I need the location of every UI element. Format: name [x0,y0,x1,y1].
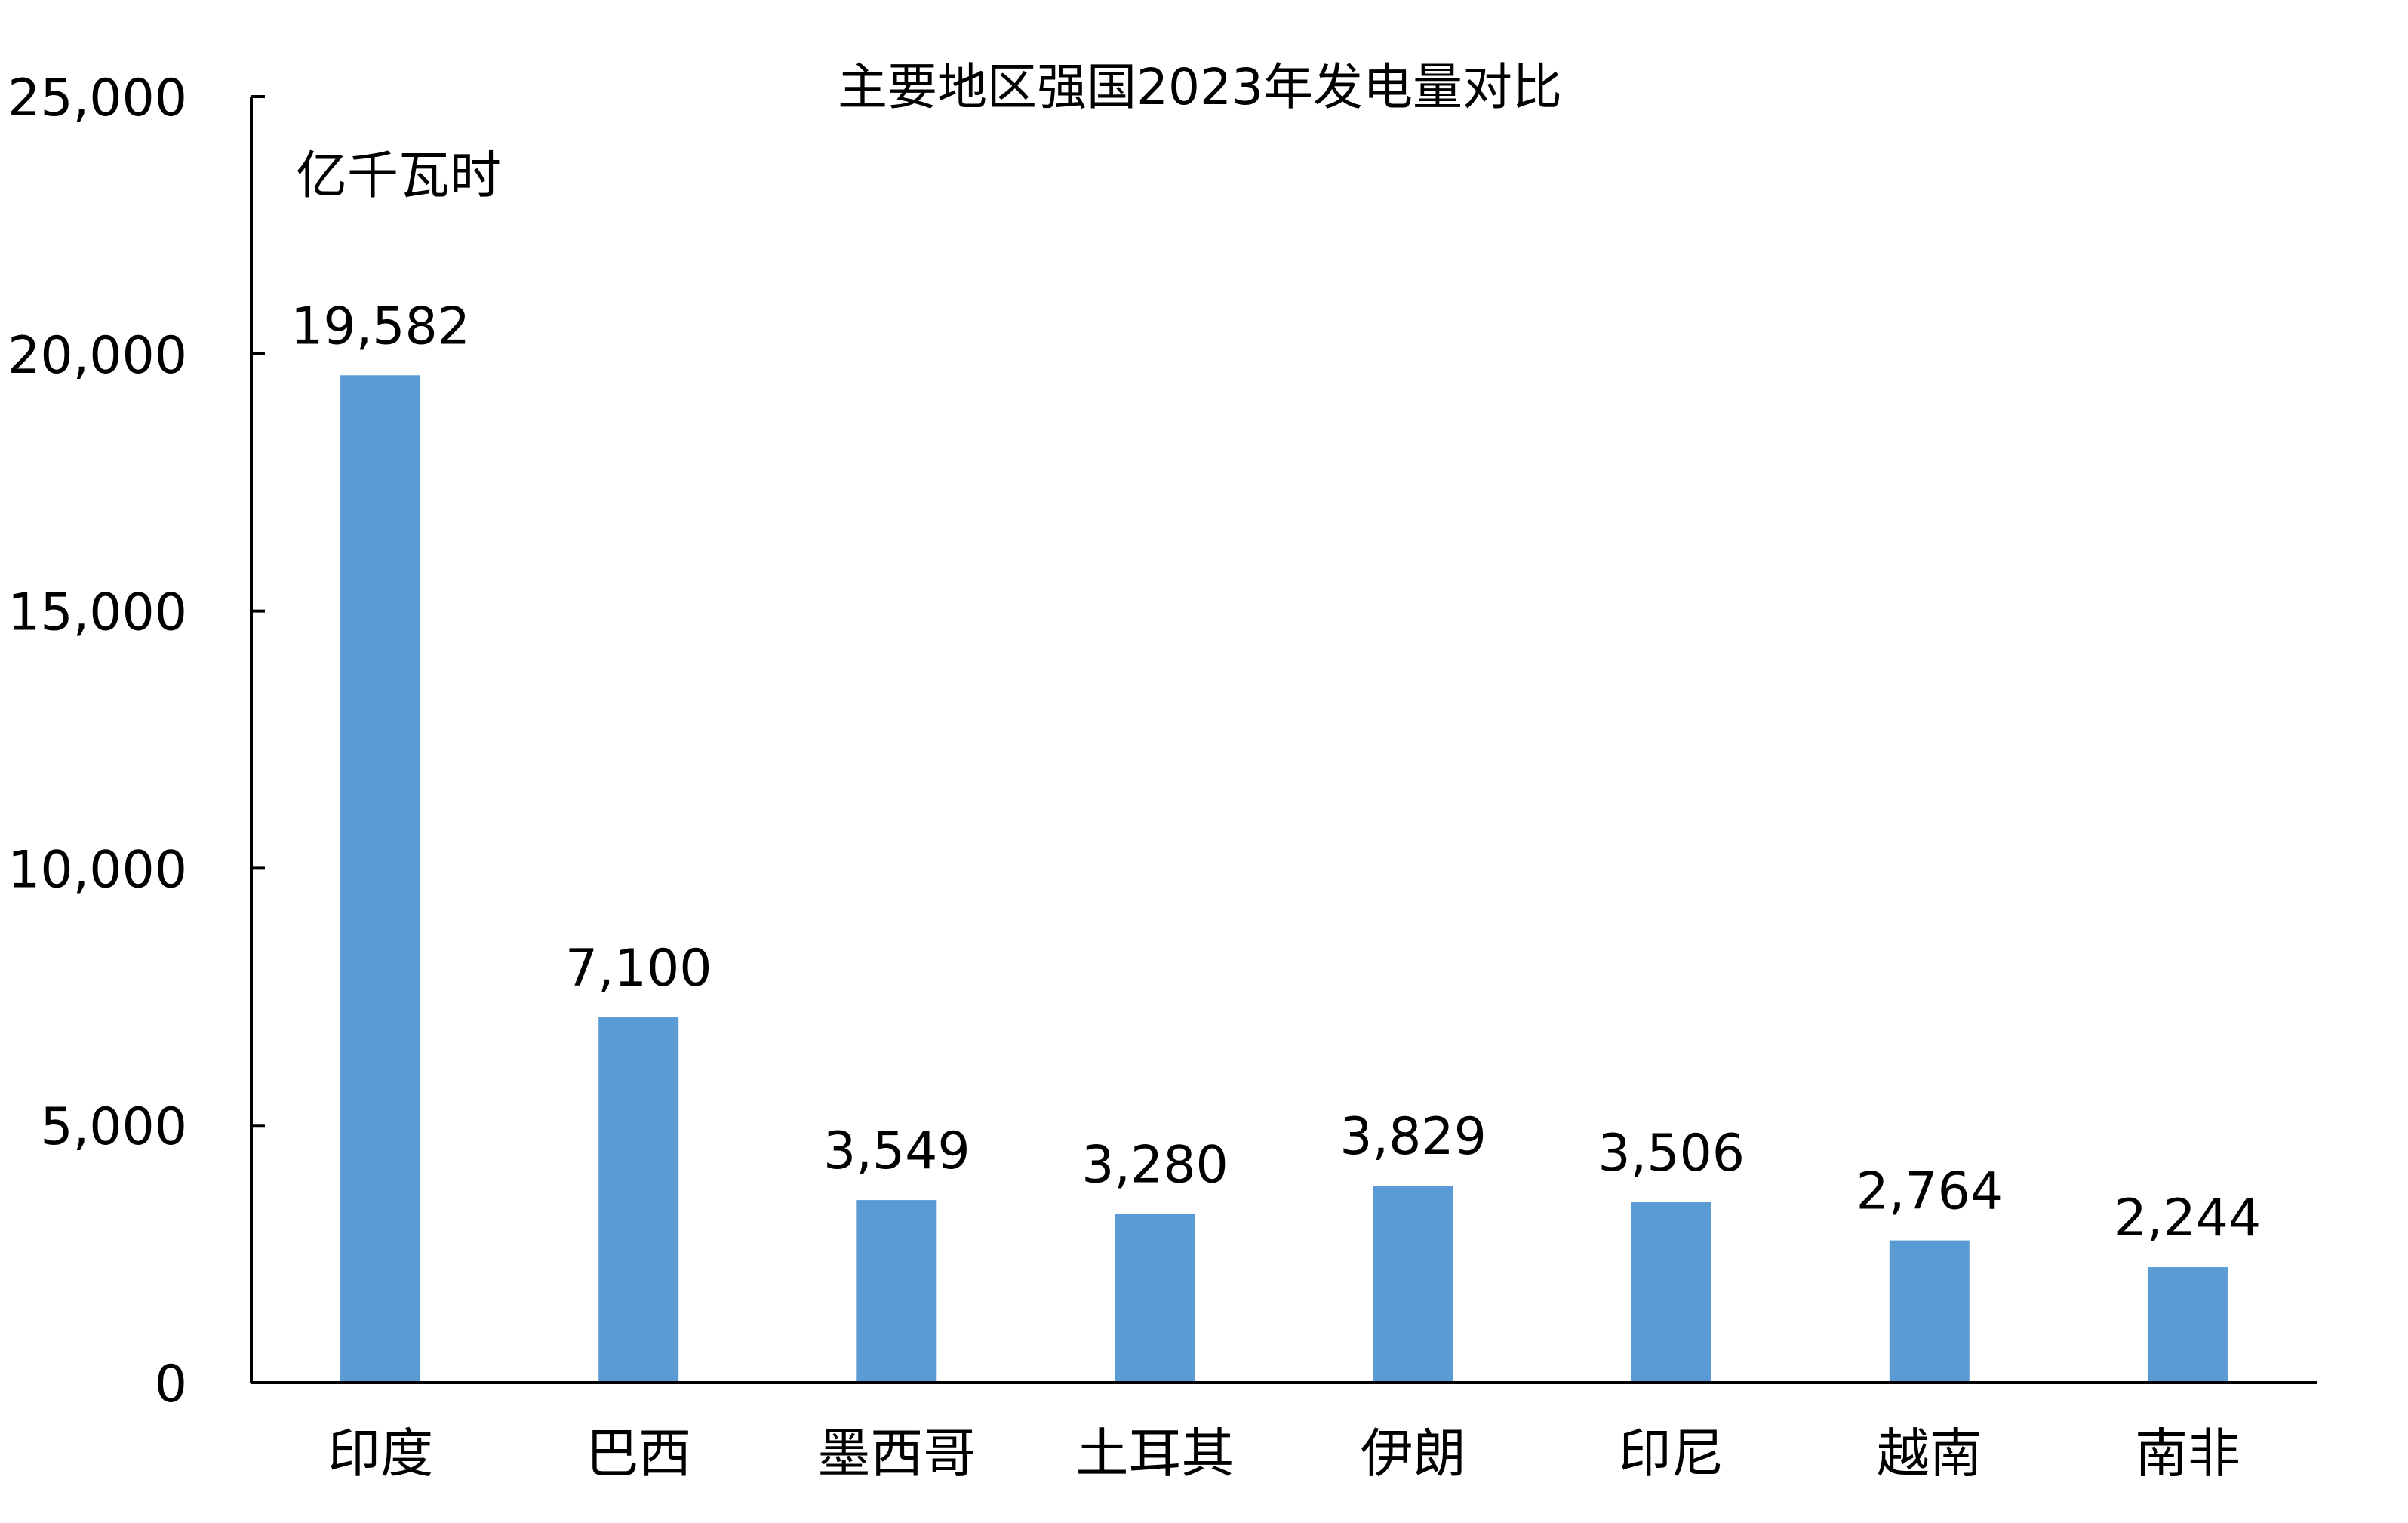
y-tick-label: 20,000 [8,326,187,386]
data-label: 3,506 [1598,1124,1745,1183]
bar [1889,1240,1970,1383]
x-tick-label: 巴西 [586,1423,691,1485]
y-tick-label: 5,000 [40,1097,187,1157]
bar [340,375,421,1383]
bar [598,1017,679,1383]
y-tick-label: 15,000 [8,583,187,643]
x-axis: 印度 巴西 墨西哥 土耳其 伊朗 印尼 越南 南非 [251,1381,2317,1485]
x-tick-label: 印度 [328,1423,433,1485]
x-tick-label: 越南 [1877,1423,1982,1485]
bar [1631,1202,1711,1383]
data-label: 19,582 [291,297,470,356]
x-tick-label: 墨西哥 [817,1423,976,1485]
data-label: 7,100 [565,939,712,998]
data-label: 3,280 [1081,1135,1229,1195]
x-tick-label: 南非 [2135,1423,2240,1485]
bar [2147,1267,2228,1383]
unit-label: 亿千瓦时 [296,146,501,206]
bars [340,375,2228,1383]
y-tick-label: 10,000 [8,840,187,900]
y-tick-label: 0 [155,1355,187,1414]
x-tick-label: 伊朗 [1361,1423,1466,1485]
x-tick-label: 印尼 [1619,1423,1724,1485]
x-tick-label: 土耳其 [1075,1423,1234,1485]
bar [1373,1186,1453,1383]
y-tick-label: 25,000 [8,69,187,128]
data-label: 2,244 [2114,1189,2262,1248]
chart-title: 主要地区强国2023年发电量对比 [838,58,1562,116]
bar [856,1200,937,1383]
y-axis: 0 5,000 10,000 15,000 20,000 25,000 [8,69,265,1414]
data-label: 3,829 [1339,1107,1487,1167]
bar [1115,1214,1195,1383]
data-labels: 19,582 7,100 3,549 3,280 3,829 3,506 2,764 2,24… [291,297,2261,1248]
data-label: 3,549 [823,1121,970,1181]
data-label: 2,764 [1856,1162,2003,1222]
